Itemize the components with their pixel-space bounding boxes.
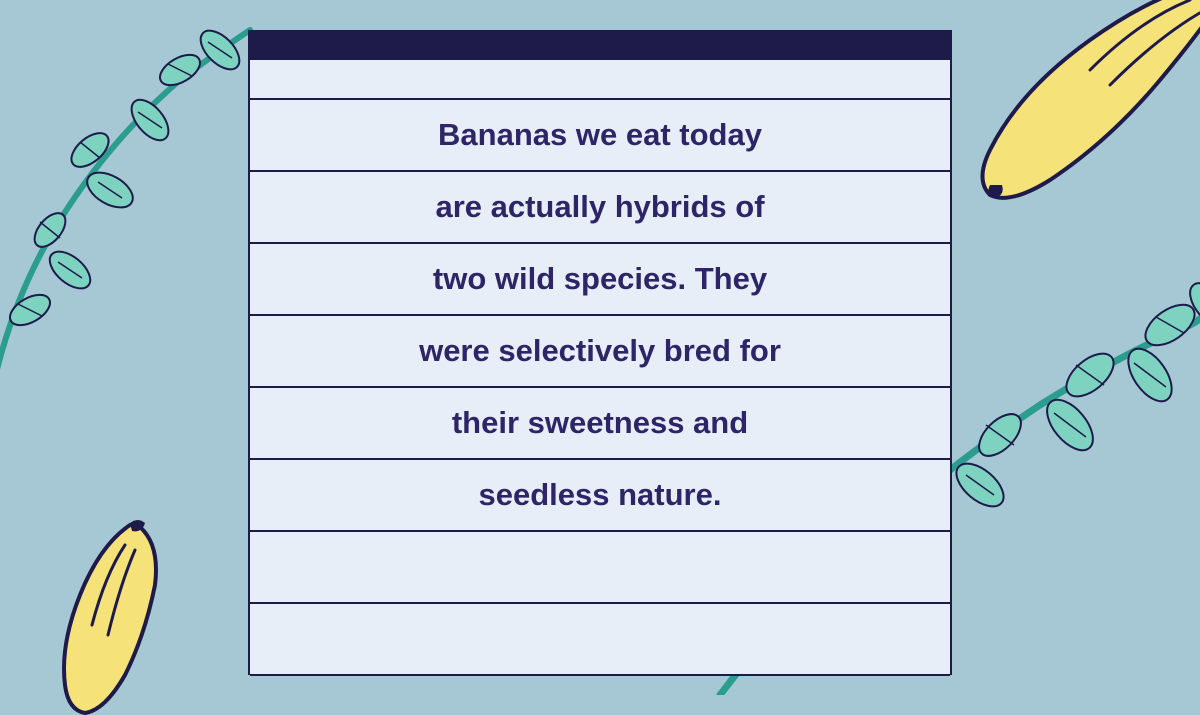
notepad-card: Bananas we eat today are actually hybrid…	[248, 30, 952, 675]
notepad-line: seedless nature.	[250, 460, 950, 532]
notepad-line: two wild species. They	[250, 244, 950, 316]
fact-text: two wild species. They	[433, 261, 767, 297]
fact-text: seedless nature.	[479, 477, 722, 513]
fact-text: were selectively bred for	[419, 333, 781, 369]
notepad-line: are actually hybrids of	[250, 172, 950, 244]
fact-text: Bananas we eat today	[438, 117, 762, 153]
notepad-line	[250, 532, 950, 604]
vine-top-left	[0, 20, 260, 400]
notepad-header-bar	[250, 32, 950, 60]
notepad-lines: Bananas we eat today are actually hybrid…	[250, 60, 950, 676]
banana-top-right-icon	[960, 0, 1200, 210]
notepad-line: were selectively bred for	[250, 316, 950, 388]
fact-text: their sweetness and	[452, 405, 748, 441]
banana-bottom-left-icon	[30, 515, 230, 715]
notepad-line: Bananas we eat today	[250, 100, 950, 172]
notepad-line	[250, 60, 950, 100]
fact-text: are actually hybrids of	[435, 189, 764, 225]
notepad-line: their sweetness and	[250, 388, 950, 460]
notepad-line	[250, 604, 950, 676]
